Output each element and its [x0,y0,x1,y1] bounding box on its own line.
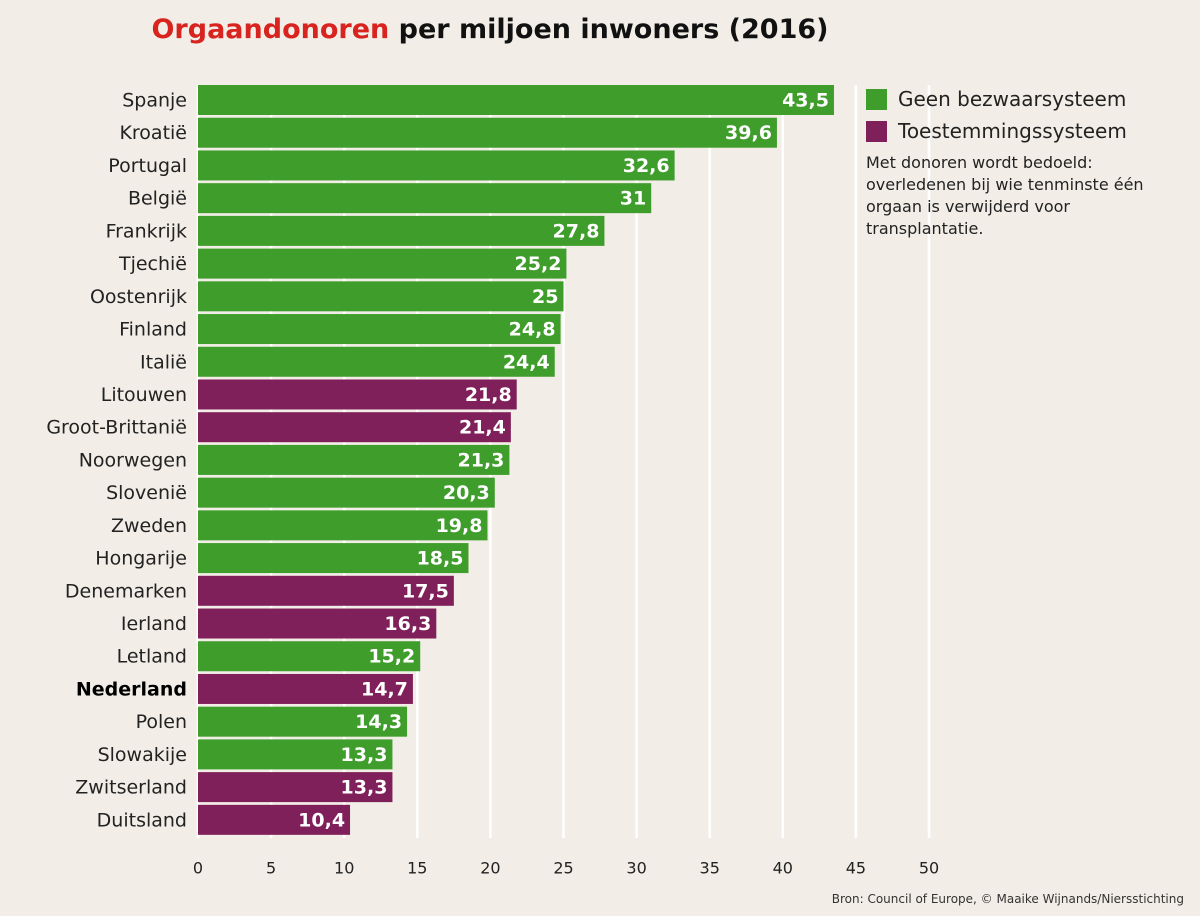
value-label-portugal: 32,6 [623,155,670,177]
bar-denemarken [198,575,454,606]
category-label-oostenrijk: Oostenrijk [90,286,187,308]
value-label-zwitserland: 13,3 [341,777,388,799]
bar-spanje [198,85,834,115]
category-label-sloveni-: Slovenië [106,482,187,504]
chart-title-accent: Orgaandonoren [151,14,390,45]
x-tick-label-5: 5 [266,859,276,878]
value-label-noorwegen: 21,3 [458,449,505,471]
category-label-noorwegen: Noorwegen [79,449,187,471]
category-label-slowakije: Slowakije [98,744,187,766]
category-label-belgi-: België [128,188,187,210]
category-label-litouwen: Litouwen [101,384,187,406]
category-label-tjechi-: Tjechië [118,253,187,275]
value-label-hongarije: 18,5 [417,548,464,570]
bar-belgi- [198,183,652,214]
chart-title-rest: per miljoen inwoners (2016) [389,14,829,45]
value-label-nederland: 14,7 [361,678,408,700]
bar-sloveni- [198,477,495,508]
x-tick-label-45: 45 [846,859,866,878]
value-label-sloveni-: 20,3 [443,482,490,504]
category-label-polen: Polen [136,711,187,733]
value-label-denemarken: 17,5 [402,580,449,602]
legend-label-opt-out: Geen bezwaarsysteem [898,87,1127,111]
category-label-finland: Finland [119,319,187,341]
x-tick-label-25: 25 [553,859,573,878]
chart-title: Orgaandonoren per miljoen inwoners (2016… [0,14,980,45]
legend-note: Met donoren wordt bedoeld: overledenen b… [866,153,1144,238]
bar-letland [198,641,421,672]
value-label-letland: 15,2 [368,646,415,668]
value-label-frankrijk: 27,8 [553,220,600,242]
bar-polen [198,706,408,737]
value-label-kroati-: 39,6 [725,122,772,144]
value-label-itali-: 24,4 [503,351,550,373]
value-label-groot-brittani-: 21,4 [459,417,506,439]
bar-groot-brittani- [198,412,511,443]
bar-ierland [198,608,437,639]
value-label-finland: 24,8 [509,319,556,341]
category-label-portugal: Portugal [108,155,187,177]
value-label-polen: 14,3 [355,711,402,733]
bar-litouwen [198,379,517,410]
x-tick-label-15: 15 [407,859,427,878]
bar-tjechi- [198,248,567,279]
legend-item-geen-bezwaarsysteem: Geen bezwaarsysteem [866,84,1166,114]
value-label-duitsland: 10,4 [298,809,345,831]
category-label-zwitserland: Zwitserland [75,777,187,799]
bar-itali- [198,346,555,377]
value-label-ierland: 16,3 [384,613,431,635]
value-label-spanje: 43,5 [782,90,829,112]
x-tick-label-0: 0 [193,859,203,878]
category-label-itali-: Italië [140,351,187,373]
bar-finland [198,314,561,345]
value-label-slowakije: 13,3 [341,744,388,766]
x-tick-label-20: 20 [480,859,500,878]
x-tick-label-30: 30 [626,859,646,878]
category-label-hongarije: Hongarije [95,548,187,570]
x-tick-label-40: 40 [773,859,793,878]
category-label-nederland: Nederland [76,678,187,700]
legend-swatch-opt-out [866,88,887,110]
bar-hongarije [198,543,469,574]
source-credit: Bron: Council of Europe, © Maaike Wijnan… [831,892,1184,906]
bar-nederland [198,673,413,704]
x-tick-label-10: 10 [334,859,354,878]
value-label-tjechi-: 25,2 [515,253,562,275]
x-tick-label-35: 35 [700,859,720,878]
legend: Geen bezwaarsysteem Toestemmingssysteem [866,84,1166,148]
bar-frankrijk [198,215,605,246]
bar-duitsland [198,804,351,835]
bar-noorwegen [198,444,510,475]
bar-zweden [198,510,488,541]
category-label-groot-brittani-: Groot-Brittanië [46,417,187,439]
x-tick-label-50: 50 [919,859,939,878]
bar-oostenrijk [198,281,564,312]
category-label-frankrijk: Frankrijk [106,220,187,242]
bar-slowakije [198,739,393,770]
value-label-oostenrijk: 25 [532,286,558,308]
legend-item-toestemmingssysteem: Toestemmingssysteem [866,116,1166,146]
category-label-denemarken: Denemarken [65,580,187,602]
category-label-ierland: Ierland [121,613,187,635]
category-label-zweden: Zweden [111,515,187,537]
category-label-spanje: Spanje [122,90,187,112]
category-label-kroati-: Kroatië [119,122,187,144]
legend-swatch-opt-in [866,120,887,142]
value-label-zweden: 19,8 [436,515,483,537]
legend-label-opt-in: Toestemmingssysteem [898,119,1127,143]
bar-zwitserland [198,772,393,803]
category-label-letland: Letland [117,646,187,668]
value-label-litouwen: 21,8 [465,384,512,406]
value-label-belgi-: 31 [620,188,646,210]
category-label-duitsland: Duitsland [97,809,187,831]
bar-portugal [198,150,675,181]
bar-kroati- [198,117,777,148]
